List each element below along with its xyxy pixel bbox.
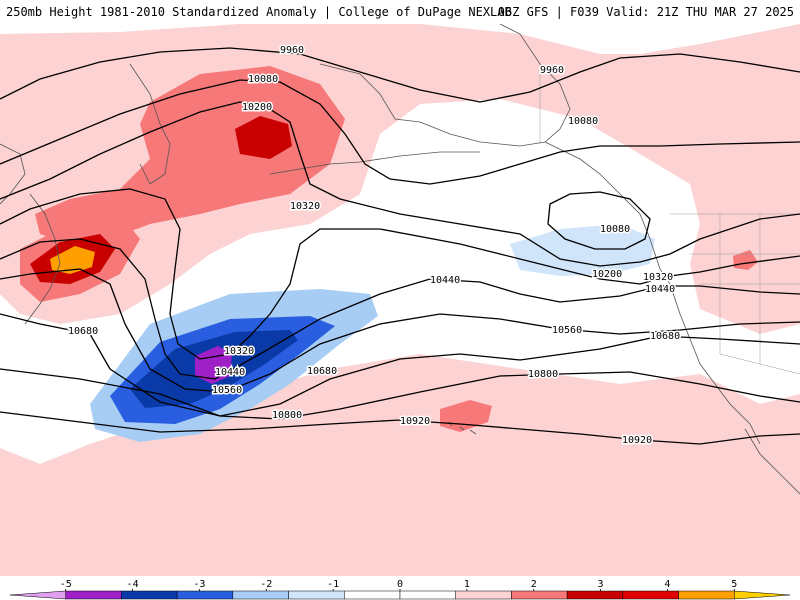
contour-label: 10080 xyxy=(568,116,598,127)
colorbar-tick-label: 2 xyxy=(531,579,537,590)
colorbar-ticks: -5 -4 -3 -2 -1 0 1 2 3 4 5 xyxy=(60,579,737,591)
colorbar-swatch xyxy=(511,590,568,600)
anomaly-fill-pos3-gulf xyxy=(235,116,292,159)
colorbar-swatch xyxy=(622,590,679,600)
contour-line-10440 xyxy=(0,238,800,380)
contour-label: 10680 xyxy=(307,366,337,377)
coastline-japan xyxy=(24,193,61,325)
colorbar-swatch xyxy=(232,590,289,600)
colorbar-tick-label: -2 xyxy=(260,579,272,590)
contour-label: 10080 xyxy=(248,74,278,85)
colorbar-tick-label: -1 xyxy=(327,579,339,590)
contour-label: 10800 xyxy=(272,410,302,421)
contour-line-10800 xyxy=(0,368,800,420)
contour-label: 9960 xyxy=(540,65,564,76)
anomaly-fill-pos2-west-us xyxy=(733,250,758,270)
map-canvas: 9960 9960 10080 10080 10080 10200 10200 … xyxy=(0,24,800,576)
colorbar-tick-label: 1 xyxy=(464,579,470,590)
colorbar-swatch xyxy=(176,590,234,600)
contour-line-10320 xyxy=(0,188,800,360)
colorbar-swatch xyxy=(288,590,345,600)
contour-line-10080-low xyxy=(547,191,651,250)
contour-label: 10560 xyxy=(212,385,242,396)
colorbar-swatch xyxy=(399,590,456,600)
colorbar-legend: -5 -4 -3 -2 -1 0 1 2 3 4 5 xyxy=(9,579,791,600)
contour-label: 10440 xyxy=(645,284,675,295)
political-boundaries xyxy=(539,64,800,375)
coastline-bc-nw xyxy=(544,141,671,285)
colorbar-swatch xyxy=(455,590,512,600)
model-run-label: 06Z GFS | F039 Valid: 21Z THU MAR 27 202… xyxy=(497,5,794,19)
colorbar-swatch xyxy=(678,590,735,600)
coastline-kamchatka xyxy=(129,63,171,185)
colorbar-swatch xyxy=(344,590,401,600)
contour-label: 10440 xyxy=(430,275,460,286)
contour-label: 9960 xyxy=(280,45,304,56)
height-contours xyxy=(0,47,800,445)
contour-label: 10320 xyxy=(290,201,320,212)
contour-label: 10320 xyxy=(224,346,254,357)
contour-line-10200 xyxy=(0,101,800,267)
coastline-mexico xyxy=(744,428,800,495)
contour-label: 10680 xyxy=(650,331,680,342)
anomaly-fill-pos2-north xyxy=(35,66,345,244)
anomaly-fill-neg1-nw-us xyxy=(510,224,655,276)
contour-labels: 9960 9960 10080 10080 10080 10200 10200 … xyxy=(67,44,682,448)
contour-label: 10920 xyxy=(400,416,430,427)
coastline-east-asia xyxy=(0,143,26,205)
colorbar-tick-label: -4 xyxy=(127,579,139,590)
colorbar-swatch xyxy=(734,590,791,600)
contour-line-10920 xyxy=(0,411,800,445)
coastline-aleutians xyxy=(269,151,480,175)
contour-label: 10920 xyxy=(622,435,652,446)
coastline-west-coast xyxy=(669,283,761,445)
map-header: 250mb Height 1981-2010 Standardized Anom… xyxy=(0,0,800,24)
coastlines xyxy=(0,24,800,495)
contour-label: 10320 xyxy=(643,272,673,283)
contour-line-10080 xyxy=(0,79,800,185)
colorbar-tick-label: 4 xyxy=(664,579,670,590)
colorbar-swatch xyxy=(121,590,178,600)
colorbar-swatches xyxy=(9,590,791,600)
colorbar-swatch xyxy=(566,590,624,600)
contour-line-10680 xyxy=(0,313,800,417)
colorbar-tick-label: -5 xyxy=(60,579,72,590)
contour-label: 10680 xyxy=(68,326,98,337)
colorbar-swatch xyxy=(65,590,122,600)
contour-label: 10080 xyxy=(600,224,630,235)
colorbar-tick-label: 5 xyxy=(731,579,737,590)
colorbar-tick-label: -3 xyxy=(193,579,205,590)
coastline-alaska xyxy=(319,24,571,147)
colorbar-tick-label: 0 xyxy=(397,579,403,590)
contour-label: 10800 xyxy=(528,369,558,380)
map-title: 250mb Height 1981-2010 Standardized Anom… xyxy=(6,5,512,19)
contour-line-10560 xyxy=(0,268,800,393)
contour-line-9960 xyxy=(0,47,800,103)
colorbar-tick-label: 3 xyxy=(598,579,604,590)
anomaly-fill-pos4-japan xyxy=(50,246,95,274)
contour-label: 10200 xyxy=(592,269,622,280)
contour-label: 10560 xyxy=(552,325,582,336)
contour-label: 10200 xyxy=(242,102,272,113)
state-lines xyxy=(690,214,800,364)
colorbar-swatch xyxy=(9,590,66,600)
contour-label: 10440 xyxy=(215,367,245,378)
